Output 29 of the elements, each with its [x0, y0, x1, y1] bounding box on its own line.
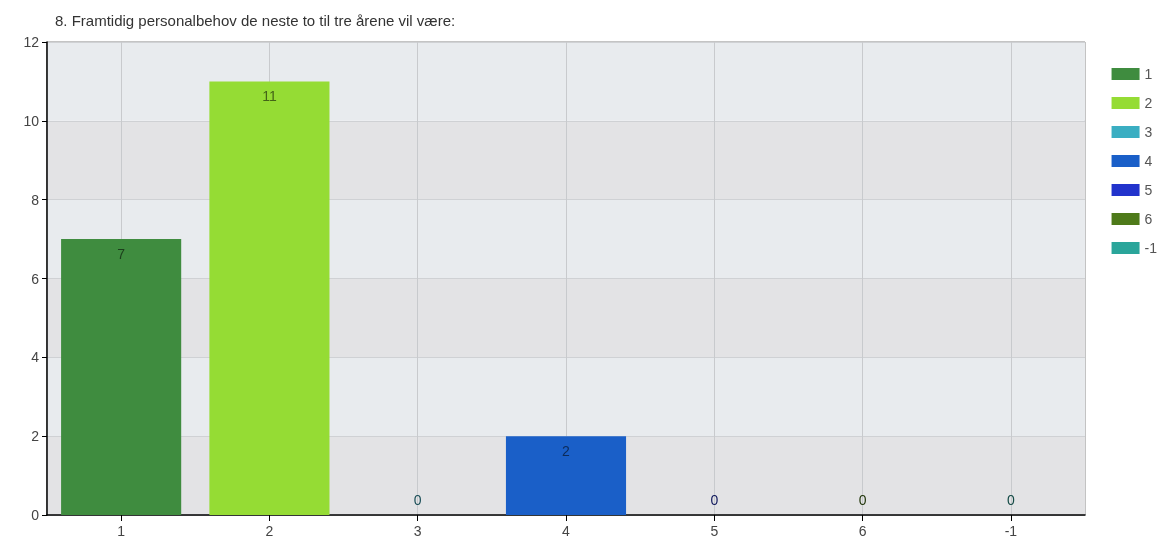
- y-tick-label: 2: [31, 428, 40, 445]
- legend-label: -1: [1144, 240, 1158, 256]
- legend-label: 1: [1144, 66, 1153, 82]
- legend-label: 3: [1144, 124, 1153, 140]
- data-label: 0: [413, 492, 422, 508]
- data-label: 7: [117, 246, 126, 263]
- x-tick-label: 5: [710, 523, 719, 539]
- y-tick-label: 10: [23, 112, 40, 129]
- x-tick-label: 3: [413, 523, 422, 539]
- legend-label: 5: [1144, 182, 1153, 198]
- y-tick-label: 12: [23, 34, 40, 50]
- y-tick-label: 0: [31, 507, 40, 523]
- y-tick-label: 8: [31, 191, 40, 208]
- legend-label: 4: [1144, 153, 1153, 169]
- x-tick-label: 1: [117, 523, 126, 539]
- y-tick-label: 4: [31, 349, 40, 366]
- x-tick-label: 4: [562, 523, 571, 539]
- x-tick-label: 2: [265, 523, 274, 539]
- data-label: 11: [262, 88, 277, 105]
- data-label: 0: [1006, 492, 1015, 508]
- legend-label: 2: [1144, 95, 1153, 111]
- y-tick-label: 6: [31, 270, 40, 287]
- chart-title: 8. Framtidig personalbehov de neste to til tre årene vil være:: [55, 12, 456, 29]
- x-tick-label: -1: [1004, 523, 1018, 539]
- x-tick-label: 6: [858, 523, 867, 539]
- data-label: 0: [858, 492, 867, 508]
- data-label: 0: [710, 492, 719, 508]
- legend-label: 6: [1144, 211, 1153, 227]
- data-label: 2: [562, 443, 571, 460]
